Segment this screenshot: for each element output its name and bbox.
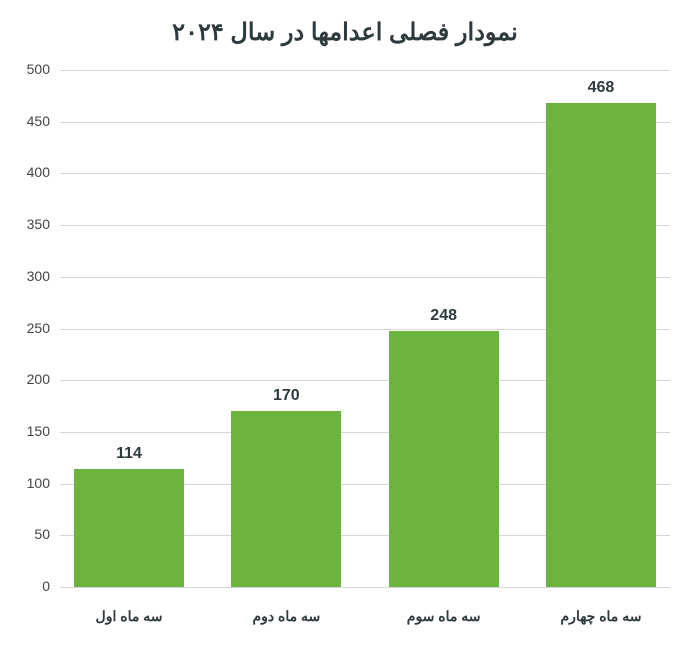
y-tick-label: 200: [0, 371, 50, 387]
bar-slot: 170: [231, 70, 341, 587]
x-tick-label: سه ماه چهارم: [546, 608, 656, 625]
x-tick-label: سه ماه اول: [74, 608, 184, 625]
bar: [546, 103, 656, 587]
bar-value-label: 468: [546, 79, 656, 97]
bar-slot: 114: [74, 70, 184, 587]
x-axis-labels: سه ماه اول سه ماه دوم سه ماه سوم سه ماه چها…: [60, 608, 670, 625]
bars-row: 114 170 248 468: [60, 70, 670, 587]
y-tick-label: 300: [0, 268, 50, 284]
plot-area: 114 170 248 468: [60, 70, 670, 587]
chart-title: نمودار فصلی اعدامها در سال ۲۰۲۴: [0, 0, 690, 47]
bar: [389, 331, 499, 587]
grid-line: [60, 587, 670, 588]
y-tick-label: 50: [0, 526, 50, 542]
bar-value-label: 114: [74, 445, 184, 463]
bar: [231, 411, 341, 587]
y-tick-label: 250: [0, 320, 50, 336]
bar-slot: 248: [389, 70, 499, 587]
y-tick-label: 150: [0, 423, 50, 439]
y-tick-label: 100: [0, 475, 50, 491]
bar-value-label: 170: [231, 387, 341, 405]
x-tick-label: سه ماه دوم: [231, 608, 341, 625]
y-tick-label: 350: [0, 216, 50, 232]
bar-value-label: 248: [389, 307, 499, 325]
bar-slot: 468: [546, 70, 656, 587]
chart-container: نمودار فصلی اعدامها در سال ۲۰۲۴ 114 170 24…: [0, 0, 690, 647]
y-tick-label: 0: [0, 578, 50, 594]
y-tick-label: 450: [0, 113, 50, 129]
bar: [74, 469, 184, 587]
y-tick-label: 500: [0, 61, 50, 77]
y-tick-label: 400: [0, 164, 50, 180]
x-tick-label: سه ماه سوم: [389, 608, 499, 625]
